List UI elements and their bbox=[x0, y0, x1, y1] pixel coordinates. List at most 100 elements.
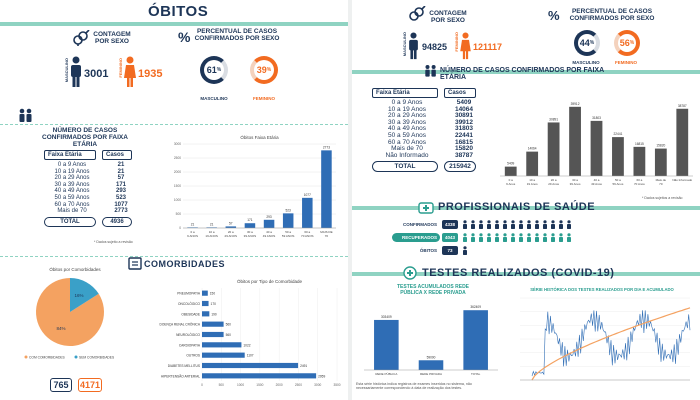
cases-cell: 5409 bbox=[456, 99, 472, 106]
x-tick-label: 59 Anos bbox=[613, 182, 624, 186]
age-row: 40 a 49 Anos 293 bbox=[44, 188, 136, 195]
x-tick-label: 9 Anos bbox=[506, 182, 516, 186]
age-rows-right: 0 a 9 Anos 5409 10 a 19 Anos 14064 20 a 29 A… bbox=[372, 99, 482, 159]
x-tick-label: 40 a bbox=[266, 230, 272, 234]
age-table-right: Faixa Etária Casos 0 a 9 Anos 5409 10 a 19… bbox=[372, 88, 482, 173]
x-tick-label: TOTAL bbox=[471, 372, 481, 376]
bar bbox=[202, 321, 224, 327]
prof-row-value: 4338 bbox=[442, 220, 458, 229]
age-title-right: NÚMERO DE CASOS CONFIRMADOS POR FAIXA ET… bbox=[440, 67, 604, 81]
age-range-cell: 50 a 59 Anos bbox=[388, 131, 426, 139]
bar bbox=[612, 137, 624, 176]
total-label: TOTAL bbox=[44, 216, 96, 227]
x-tick-label: 70 bbox=[659, 182, 663, 186]
tests-network-chart: 303409 REDE PÚBLICA 59000 REDE PRIVADA 36240… bbox=[356, 298, 506, 380]
age-range-cell: 10 a 19 Anos bbox=[388, 105, 426, 113]
cases-cell: 57 bbox=[117, 175, 125, 182]
x-tick-label: REDE PÚBLICA bbox=[375, 371, 397, 376]
y-tick-label: 500 bbox=[176, 212, 182, 216]
male-percent-value: 61 bbox=[206, 65, 217, 75]
cases-cell: 39912 bbox=[454, 118, 474, 126]
data-label: 560 bbox=[226, 333, 232, 337]
female-percent-value: 39 bbox=[256, 65, 267, 75]
data-label: 39912 bbox=[571, 102, 580, 106]
person-icon bbox=[487, 233, 491, 242]
cases-cell: 15820 bbox=[454, 145, 474, 153]
comorb-value-navy: 765 bbox=[50, 378, 72, 392]
legend-swatch bbox=[24, 355, 28, 359]
data-label: 170 bbox=[211, 302, 217, 306]
x-tick-label: 60 a bbox=[304, 230, 310, 234]
x-tick-label: 30 a bbox=[572, 178, 578, 182]
tests-subtitle: TESTES ACUMULADOS REDE PÚBLICA X REDE PR… bbox=[396, 284, 470, 296]
bar bbox=[654, 148, 667, 176]
x-tick-label: 29 ANOS bbox=[225, 234, 238, 238]
x-tick-label: 500 bbox=[219, 383, 225, 387]
age-range-cell: 0 a 9 Anos bbox=[391, 99, 423, 106]
bar bbox=[374, 319, 399, 370]
cases-cell: 1077 bbox=[114, 201, 128, 208]
data-label: 38787 bbox=[678, 104, 687, 108]
legend-label: SEM COMORBIDADES bbox=[79, 355, 115, 359]
person-icon bbox=[463, 220, 467, 229]
y-tick-label: DOENÇA RENAL CRÔNICA bbox=[160, 322, 201, 327]
bar bbox=[202, 342, 242, 348]
age-note: * Dados sujeito a revisão bbox=[94, 240, 133, 244]
pie-slice-label: 84% bbox=[56, 326, 65, 331]
data-label: 22441 bbox=[614, 132, 623, 136]
bar bbox=[202, 362, 299, 369]
data-label: 31803 bbox=[592, 116, 601, 120]
x-tick-label: 3500 bbox=[333, 383, 340, 387]
female-death-count: 1935 bbox=[138, 68, 163, 80]
age-rows: 0 a 9 Anos 21 10 a 19 Anos 21 20 a 29 Anos 57… bbox=[44, 162, 136, 215]
age-band-right bbox=[352, 70, 700, 74]
age-row: Mais de 70 15820 bbox=[372, 146, 482, 153]
data-label: 57 bbox=[229, 221, 233, 225]
total-value: 4936 bbox=[102, 216, 132, 227]
y-tick-label: OBESIDADE bbox=[181, 312, 200, 316]
cases-cell: 31803 bbox=[454, 125, 474, 133]
age-cases-chart-svg: 5409 0 a9 Anos 14064 10 a19 Anos 30891 20 a29… bbox=[500, 102, 693, 186]
cases-col-header-right: Casos bbox=[444, 88, 476, 98]
data-label: 523 bbox=[286, 208, 292, 212]
comorb-divider bbox=[0, 256, 348, 257]
y-tick-label: 1500 bbox=[174, 184, 181, 188]
male-percent-caption-right: MASCULINO bbox=[572, 60, 600, 65]
person-icon bbox=[463, 233, 467, 242]
bar bbox=[187, 227, 198, 228]
prof-title: PROFISSIONAIS DE SAÚDE bbox=[438, 201, 596, 213]
x-tick-label: 20 a bbox=[551, 178, 557, 182]
data-label: 171 bbox=[247, 218, 253, 222]
comorb-type-chart: Óbitos por Tipo de Comorbidade 0 500 1000 15… bbox=[140, 276, 345, 391]
y-tick-label: 0 bbox=[179, 226, 181, 230]
person-icon bbox=[511, 233, 515, 242]
data-label: 16815 bbox=[635, 142, 644, 146]
person-icon bbox=[527, 233, 531, 242]
percent-title-right: PERCENTUAL DE CASOS CONFIRMADOS POR SEXO bbox=[569, 8, 655, 22]
x-tick-label: 2500 bbox=[295, 383, 302, 387]
comorb-type-chart-svg: Óbitos por Tipo de Comorbidade 0 500 1000 15… bbox=[160, 278, 341, 387]
male-case-count: 94825 bbox=[422, 42, 448, 52]
female-figure-icon-right bbox=[460, 32, 471, 60]
age-row: 50 a 59 Anos 523 bbox=[44, 195, 136, 202]
tests-network-chart-svg: 303409 REDE PÚBLICA 59000 REDE PRIVADA 36240… bbox=[364, 305, 498, 376]
x-tick-label: 70 Anos bbox=[634, 182, 645, 186]
male-figure-icon bbox=[71, 56, 81, 87]
medical-kit-icon bbox=[418, 202, 434, 214]
x-tick-label: 9 ANOS bbox=[187, 234, 198, 238]
age-range-cell: 20 a 29 Anos bbox=[388, 112, 426, 120]
age-range-cell: 40 a 49 Anos bbox=[54, 188, 90, 195]
person-icon bbox=[535, 220, 539, 229]
chart-title: Óbitos por Tipo de Comorbidade bbox=[237, 278, 303, 284]
total-label-right: TOTAL bbox=[372, 161, 438, 173]
y-tick-label: 3000 bbox=[174, 142, 181, 146]
legend-label: COM COMORBIDADES bbox=[29, 355, 66, 359]
age-table: Faixa Etária Casos 0 a 9 Anos 21 10 a 19 A… bbox=[44, 150, 136, 227]
cases-cell: 38787 bbox=[454, 151, 474, 159]
bar bbox=[202, 300, 209, 307]
age-row: 60 a 70 Anos 16815 bbox=[372, 139, 482, 147]
bar bbox=[202, 373, 317, 379]
y-tick-label: 2000 bbox=[174, 170, 181, 174]
age-range-cell: 40 a 49 Anos bbox=[388, 125, 426, 133]
data-label: 2491 bbox=[300, 364, 307, 368]
